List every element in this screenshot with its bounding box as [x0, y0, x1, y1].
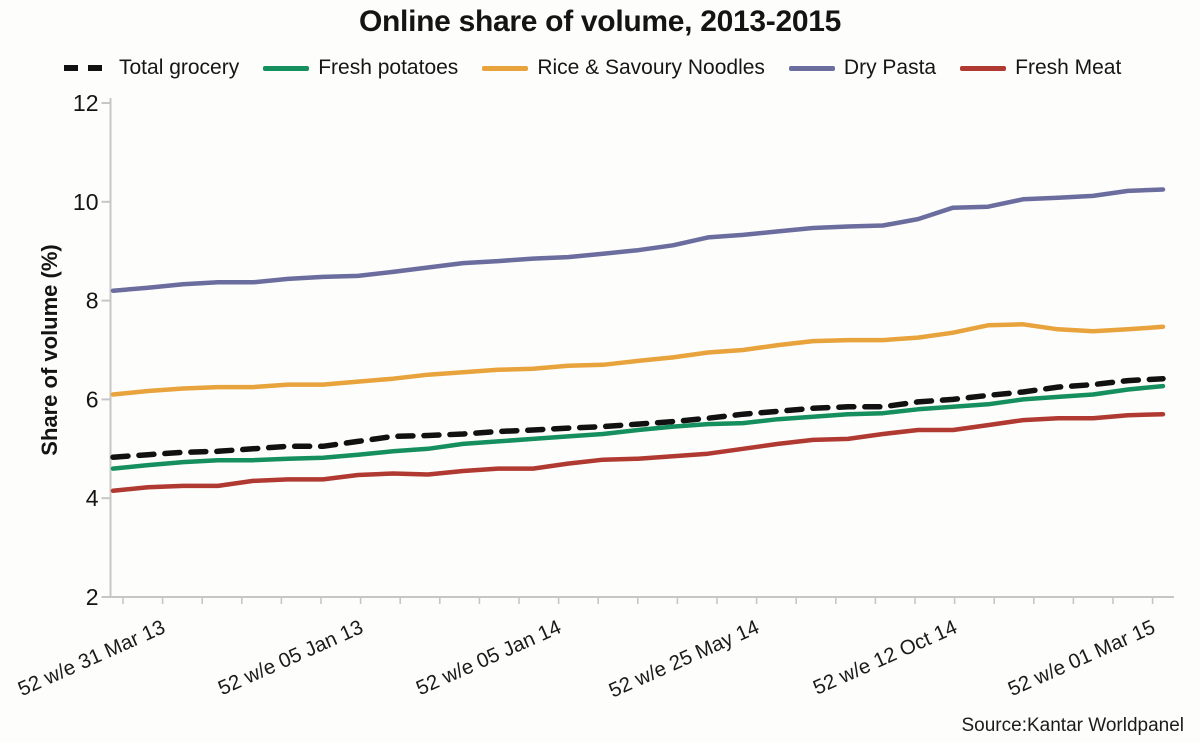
- x-tick-label: 52 w/e 12 Oct 14: [810, 616, 961, 700]
- x-tick-label: 52 w/e 31 Mar 13: [15, 616, 169, 701]
- legend-item-fresh-meat: Fresh Meat: [960, 56, 1121, 80]
- series-line-fresh-potatoes: [110, 383, 1166, 471]
- y-tick-label: 2: [86, 584, 99, 610]
- x-tick-label: 52 w/e 05 Jan 13: [215, 616, 367, 701]
- series-line-dry-pasta: [110, 187, 1166, 293]
- legend-label: Total grocery: [119, 56, 240, 79]
- legend-item-fresh-potatoes: Fresh potatoes: [263, 56, 458, 80]
- x-tick-label: 52 w/e 01 Mar 15: [1005, 616, 1159, 701]
- legend-swatch-dry-pasta-icon: [788, 65, 835, 71]
- legend-swatch-fresh-meat-icon: [960, 65, 1007, 71]
- legend-label: Fresh potatoes: [318, 56, 459, 79]
- source-attribution: Source:Kantar Worldpanel: [961, 715, 1185, 736]
- legend-label: Fresh Meat: [1015, 56, 1122, 79]
- series-line-total-grocery: [110, 375, 1166, 460]
- chart-legend: Total grocery Fresh potatoes Rice & Savour…: [64, 56, 1180, 80]
- legend-swatch-total-grocery-icon: [64, 65, 110, 71]
- y-tick-label: 8: [86, 288, 99, 314]
- legend-swatch-fresh-potatoes-icon: [263, 65, 310, 71]
- y-tick-label: 6: [86, 386, 99, 412]
- y-axis-title: Share of volume (%): [37, 244, 62, 455]
- x-tick-label: 52 w/e 25 May 14: [605, 616, 762, 703]
- y-tick-label: 10: [73, 189, 99, 215]
- series-line-rice-savoury-noodles: [110, 322, 1166, 397]
- legend-label: Dry Pasta: [843, 56, 937, 79]
- series-line-fresh-meat: [110, 411, 1166, 494]
- chart-title: Online share of volume, 2013-2015: [359, 5, 841, 38]
- x-tick-label: 52 w/e 05 Jan 14: [413, 616, 565, 701]
- legend-swatch-rice-savoury-noodles-icon: [482, 65, 529, 71]
- legend-label: Rice & Savoury Noodles: [537, 56, 765, 79]
- y-tick-label: 4: [86, 485, 99, 511]
- y-tick-label: 12: [73, 90, 99, 116]
- legend-item-dry-pasta: Dry Pasta: [788, 56, 937, 80]
- legend-item-total-grocery: Total grocery: [64, 56, 239, 80]
- legend-item-rice-savoury-noodles: Rice & Savoury Noodles: [482, 56, 765, 80]
